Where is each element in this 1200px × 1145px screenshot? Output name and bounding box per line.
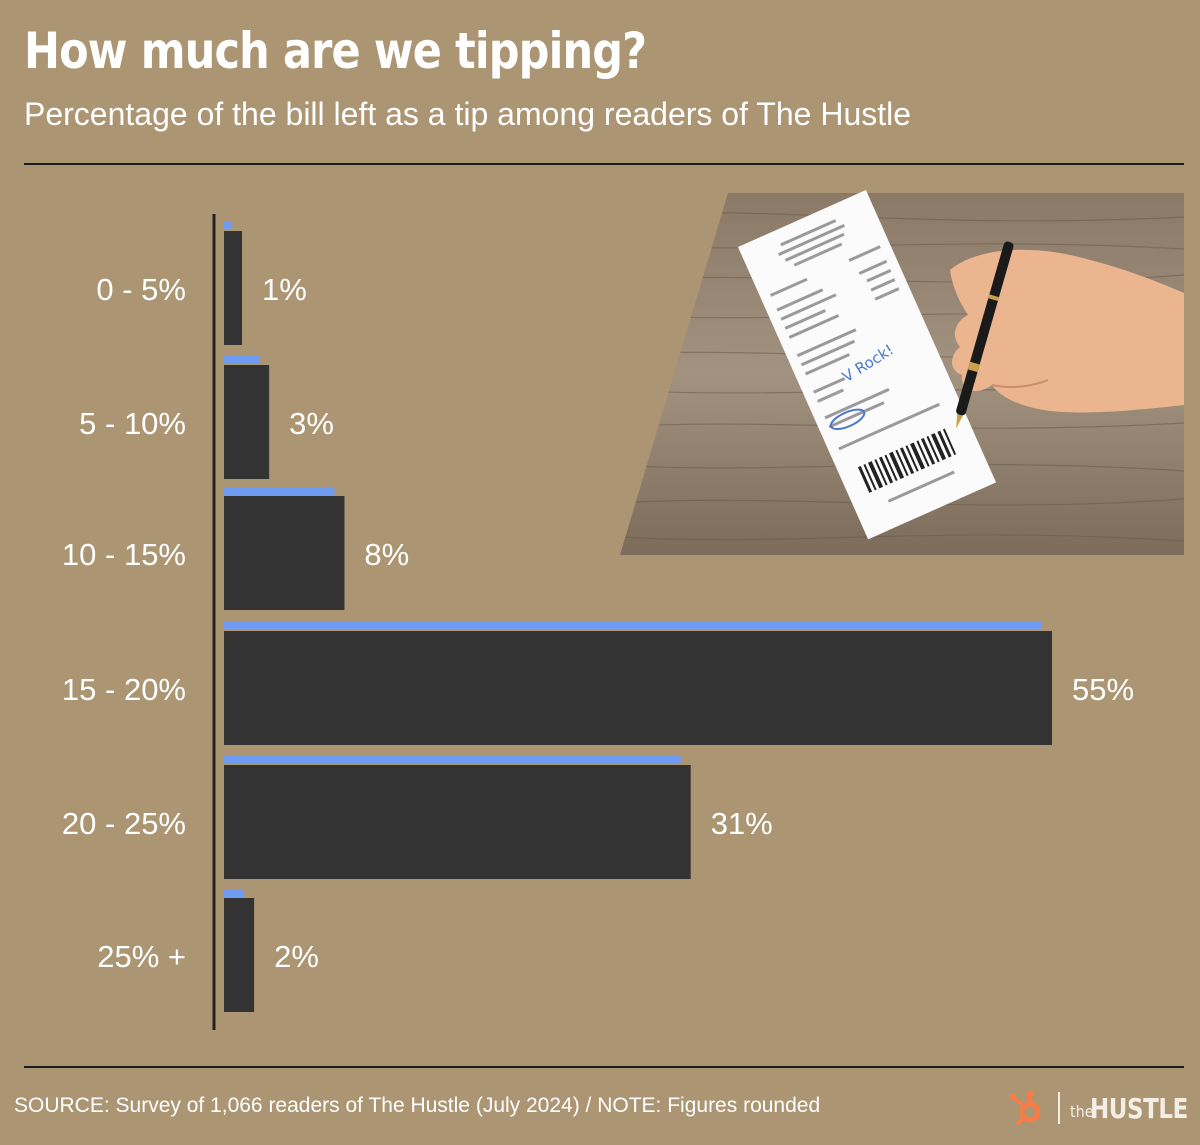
bar xyxy=(224,898,255,1012)
bar xyxy=(224,765,691,879)
value-label: 2% xyxy=(274,939,319,974)
bar xyxy=(224,365,270,479)
bar-accent xyxy=(224,622,1042,630)
category-label: 5 - 10% xyxy=(79,406,186,441)
value-label: 3% xyxy=(289,406,334,441)
bar xyxy=(224,496,345,610)
bar-accent xyxy=(224,356,260,364)
top-divider xyxy=(24,163,1184,165)
category-label: 20 - 25% xyxy=(62,806,186,841)
value-label: 1% xyxy=(262,272,307,307)
logo-prefix: the xyxy=(1070,1102,1094,1121)
the-hustle-logo: the HUSTLE xyxy=(1008,1086,1188,1130)
bar-accent xyxy=(224,222,232,230)
category-label: 10 - 15% xyxy=(62,537,186,572)
hubspot-sprocket-icon xyxy=(1010,1090,1041,1126)
bottom-divider xyxy=(24,1066,1184,1068)
chart-title: How much are we tipping? xyxy=(24,22,647,80)
bar-accent xyxy=(224,756,681,764)
chart-subtitle: Percentage of the bill left as a tip amo… xyxy=(24,96,912,132)
bar xyxy=(224,231,242,345)
source-note: SOURCE: Survey of 1,066 readers of The H… xyxy=(14,1094,821,1117)
receipt-photo: V Rock! xyxy=(620,190,1184,555)
category-label: 25% + xyxy=(97,939,186,974)
bar-accent xyxy=(224,889,245,897)
logo-name: HUSTLE xyxy=(1090,1092,1188,1125)
bar xyxy=(224,631,1052,745)
value-label: 8% xyxy=(364,537,409,572)
value-label: 31% xyxy=(711,806,773,841)
bar-accent xyxy=(224,487,335,495)
category-label: 0 - 5% xyxy=(96,272,186,307)
category-label: 15 - 20% xyxy=(62,672,186,707)
logo-divider xyxy=(1058,1092,1060,1124)
value-label: 55% xyxy=(1072,672,1134,707)
